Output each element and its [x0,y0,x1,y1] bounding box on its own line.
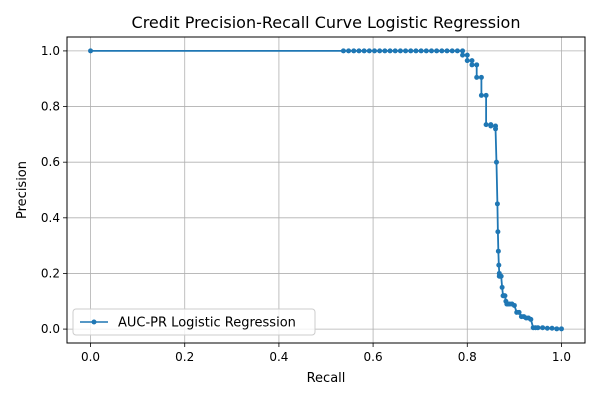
data-point [474,74,480,80]
y-tick-label: 0.2 [41,266,60,280]
data-point [478,92,484,98]
data-point [382,48,388,54]
data-point [418,48,424,54]
data-point [454,48,460,54]
y-axis-label: Precision [15,161,30,219]
data-point [540,325,546,331]
data-point [488,123,494,129]
y-tick-label: 0.4 [41,211,60,225]
series-layer [88,48,564,332]
data-point [340,48,346,54]
legend-entry-label: AUC-PR Logistic Regression [118,316,296,331]
y-tick-label: 0.0 [41,322,60,336]
y-tick-label: 0.6 [41,155,60,169]
data-point [346,48,352,54]
x-tick-label: 0.4 [269,350,288,364]
legend-marker-swatch [91,319,97,325]
chart-title: Credit Precision-Recall Curve Logistic R… [132,13,521,32]
data-point [535,325,541,331]
data-point [483,92,489,98]
data-point [444,48,450,54]
data-point [478,74,484,80]
data-point [372,48,378,54]
data-point [460,52,466,58]
y-tick-label: 0.8 [41,100,60,114]
x-tick-label: 0.0 [81,350,100,364]
data-point [502,293,508,299]
y-tick-label: 1.0 [41,44,60,58]
data-point [494,201,500,207]
data-point [558,326,564,332]
data-point [495,248,501,254]
data-point [496,262,502,268]
x-tick-label: 0.2 [175,350,194,364]
data-point [495,229,501,235]
x-tick-label: 0.8 [458,350,477,364]
x-tick-label: 1.0 [552,350,571,364]
data-point [469,58,475,64]
data-point [493,159,499,165]
plot-area-frame [66,36,586,344]
data-point [460,48,466,54]
tick-layer: 0.0 0.2 0.4 0.6 0.8 1.0 0.0 0.2 0.4 0.6 0.8 1.0 [41,44,571,364]
data-point [516,309,522,315]
data-point [397,48,403,54]
data-point [413,48,419,54]
data-point [499,284,505,290]
data-point [387,48,393,54]
x-tick-label: 0.6 [364,350,383,364]
data-point [392,48,398,54]
data-point [464,58,470,64]
data-point [377,48,383,54]
data-point [423,48,429,54]
data-point [88,48,94,54]
x-axis-label: Recall [307,371,346,386]
data-point [439,48,445,54]
data-point [474,62,480,68]
data-point [544,325,550,331]
legend-box [72,308,316,336]
data-point [483,122,489,128]
data-point [434,48,440,54]
legend: AUC-PR Logistic Regression [72,308,316,336]
data-point [356,48,362,54]
data-point [403,48,409,54]
data-point [449,48,455,54]
data-point [549,325,555,331]
data-point [351,48,357,54]
data-point [498,273,504,279]
data-point [408,48,414,54]
data-point [554,326,560,332]
data-point [366,48,372,54]
data-point [428,48,434,54]
data-point [528,316,534,322]
data-point [493,126,499,132]
data-point [361,48,367,54]
data-point [511,302,517,308]
data-point [464,52,470,58]
data-point [469,62,475,68]
